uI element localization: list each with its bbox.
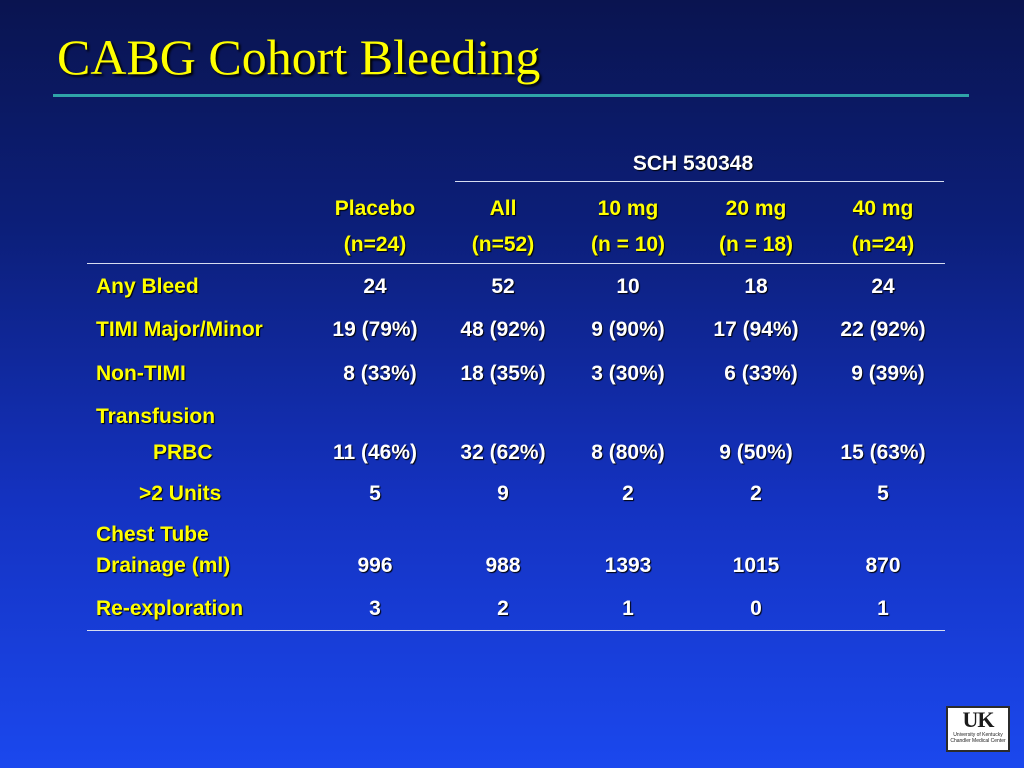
cell-20mg: 6 (33%) — [724, 362, 798, 385]
logo-text-line1: University of Kentucky — [953, 732, 1003, 738]
col-header-all: All — [489, 197, 517, 220]
cell-10mg: 10 — [616, 275, 640, 298]
cell-10mg: 8 (80%) — [591, 441, 665, 464]
cell-10mg: 2 — [622, 482, 634, 505]
cell-40mg: 5 — [877, 482, 889, 505]
cell-40mg: 870 — [865, 554, 901, 577]
cell-placebo: 5 — [369, 482, 381, 505]
logo-text-line2: Chandler Medical Center — [950, 738, 1006, 744]
col-subheader-10mg: (n = 10) — [590, 233, 666, 256]
cell-placebo: 8 (33%) — [343, 362, 417, 385]
row-label-chest-tube: Chest Tube — [96, 523, 209, 546]
cell-all: 988 — [485, 554, 521, 577]
cell-10mg: 1393 — [604, 554, 652, 577]
col-header-20mg: 20 mg — [725, 197, 787, 220]
row-label-prbc: PRBC — [153, 441, 213, 464]
cell-placebo: 996 — [357, 554, 393, 577]
cell-40mg: 24 — [871, 275, 895, 298]
cell-all: 2 — [497, 597, 509, 620]
cell-all: 52 — [491, 275, 515, 298]
cell-placebo: 3 — [369, 597, 381, 620]
row-label-re-exploration: Re-exploration — [96, 597, 244, 620]
col-subheader-40mg: (n=24) — [851, 233, 915, 256]
col-header-10mg: 10 mg — [597, 197, 659, 220]
row-label-non-timi: Non-TIMI — [96, 362, 186, 385]
col-header-placebo: Placebo — [334, 197, 416, 220]
header-rule — [87, 263, 945, 264]
table-bottom-rule — [87, 630, 945, 631]
group-header: SCH 530348 — [632, 152, 754, 175]
cell-20mg: 0 — [750, 597, 762, 620]
cell-all: 18 (35%) — [460, 362, 546, 385]
group-header-rule — [455, 181, 944, 182]
cell-placebo: 24 — [363, 275, 387, 298]
cell-20mg: 9 (50%) — [719, 441, 793, 464]
cell-40mg: 1 — [877, 597, 889, 620]
cell-10mg: 3 (30%) — [591, 362, 665, 385]
cell-all: 32 (62%) — [460, 441, 546, 464]
cell-10mg: 9 (90%) — [591, 318, 665, 341]
uk-logo: UK University of Kentucky Chandler Medic… — [946, 706, 1010, 752]
col-header-40mg: 40 mg — [852, 197, 914, 220]
cell-all: 48 (92%) — [460, 318, 546, 341]
cell-40mg: 15 (63%) — [840, 441, 926, 464]
slide-title: CABG Cohort Bleeding — [57, 29, 541, 85]
row-label-over-2-units: >2 Units — [139, 482, 222, 505]
row-label-transfusion: Transfusion — [96, 405, 216, 428]
col-subheader-20mg: (n = 18) — [718, 233, 794, 256]
cell-10mg: 1 — [622, 597, 634, 620]
cell-placebo: 19 (79%) — [332, 318, 418, 341]
cell-20mg: 18 — [744, 275, 768, 298]
row-label-drainage: Drainage (ml) — [96, 554, 231, 577]
col-subheader-placebo: (n=24) — [343, 233, 407, 256]
col-subheader-all: (n=52) — [471, 233, 535, 256]
title-underline — [53, 94, 969, 97]
cell-20mg: 17 (94%) — [713, 318, 799, 341]
row-label-any-bleed: Any Bleed — [96, 275, 199, 298]
cell-20mg: 2 — [750, 482, 762, 505]
row-label-timi-major-minor: TIMI Major/Minor — [96, 318, 263, 341]
cell-40mg: 22 (92%) — [840, 318, 926, 341]
cell-placebo: 11 (46%) — [332, 441, 418, 464]
logo-mark: UK — [962, 707, 995, 732]
cell-all: 9 — [497, 482, 509, 505]
cell-40mg: 9 (39%) — [851, 362, 925, 385]
cell-20mg: 1015 — [732, 554, 780, 577]
